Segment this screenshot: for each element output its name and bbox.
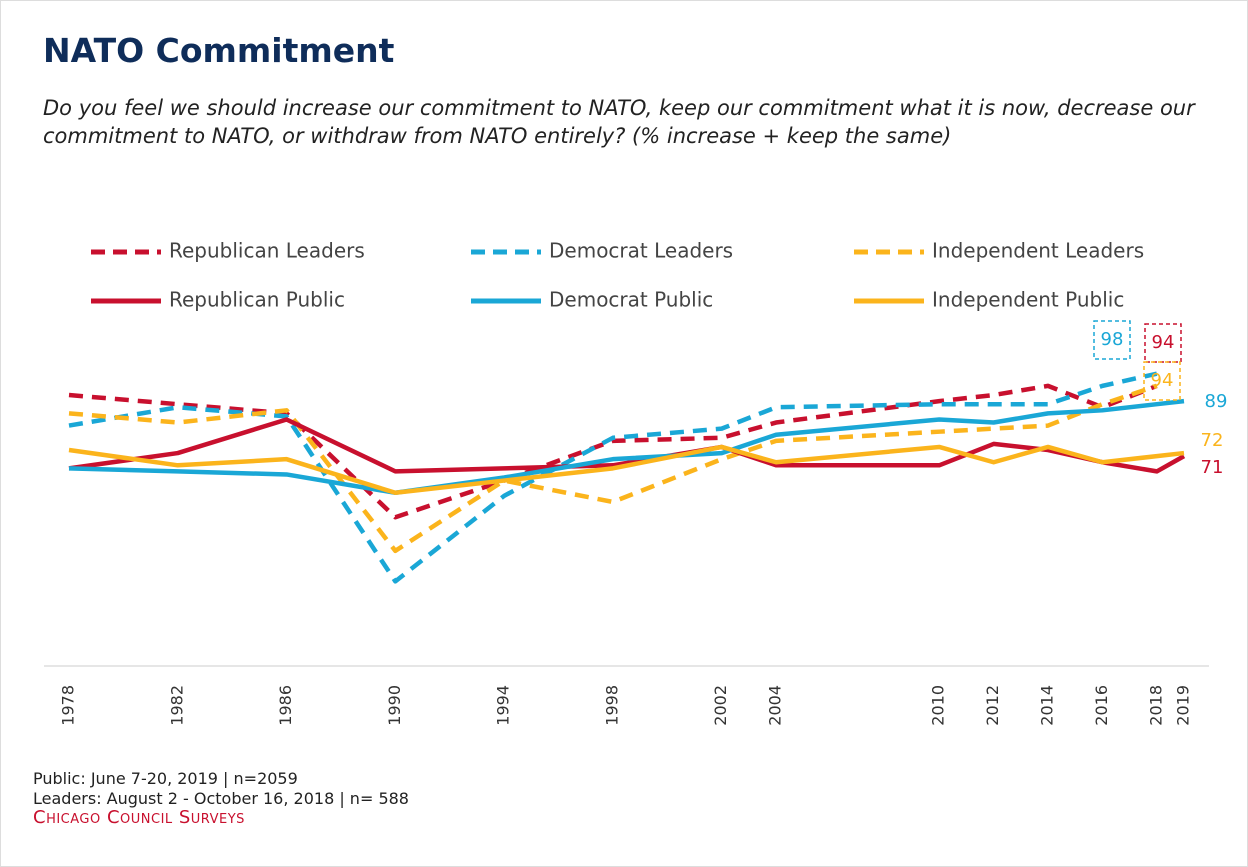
x-tick-label: 2002	[711, 685, 730, 726]
x-tick-label: 1994	[494, 685, 513, 726]
legend-label: Democrat Public	[549, 288, 713, 312]
source: Chicago Council Surveys	[33, 807, 245, 828]
x-tick-label: 2004	[766, 685, 785, 726]
x-tick-label: 2016	[1092, 685, 1111, 726]
x-tick-label: 2018	[1146, 685, 1165, 726]
chart-subtitle: Do you feel we should increase our commi…	[43, 96, 1195, 148]
x-tick-label: 2010	[929, 685, 948, 726]
legend-label: Democrat Leaders	[549, 239, 733, 263]
x-tick-label: 1998	[602, 685, 621, 726]
legend-label: Republican Leaders	[169, 239, 365, 263]
x-tick-label: 1982	[167, 685, 186, 726]
data-label: 89	[1205, 391, 1228, 412]
x-tick-label: 2014	[1038, 685, 1057, 726]
x-tick-label: 1990	[385, 685, 404, 726]
legend-label: Independent Leaders	[932, 239, 1144, 263]
data-label: 98	[1101, 329, 1124, 350]
label-box	[1093, 320, 1131, 360]
label-box	[1144, 323, 1182, 363]
x-tick-label: 2019	[1174, 685, 1193, 726]
series-line	[68, 383, 1158, 554]
footnote: Public: June 7-20, 2019 | n=2059	[33, 769, 298, 788]
data-label: 71	[1201, 457, 1224, 478]
series-line	[68, 383, 1158, 520]
x-tick-label: 2012	[983, 685, 1002, 726]
data-label: 94	[1152, 332, 1175, 353]
x-tick-label: 1978	[59, 685, 78, 726]
chart-title: NATO Commitment	[43, 31, 395, 70]
legend-label: Independent Public	[932, 288, 1124, 312]
series-line	[68, 371, 1158, 584]
data-label: 72	[1201, 430, 1224, 451]
series-line	[68, 398, 1185, 496]
x-tick-label: 1986	[276, 685, 295, 726]
legend-label: Republican Public	[169, 288, 345, 312]
data-label: 94	[1151, 370, 1174, 391]
label-box	[1143, 361, 1181, 401]
footnote: Leaders: August 2 - October 16, 2018 | n…	[33, 789, 409, 808]
series-line	[68, 444, 1185, 496]
